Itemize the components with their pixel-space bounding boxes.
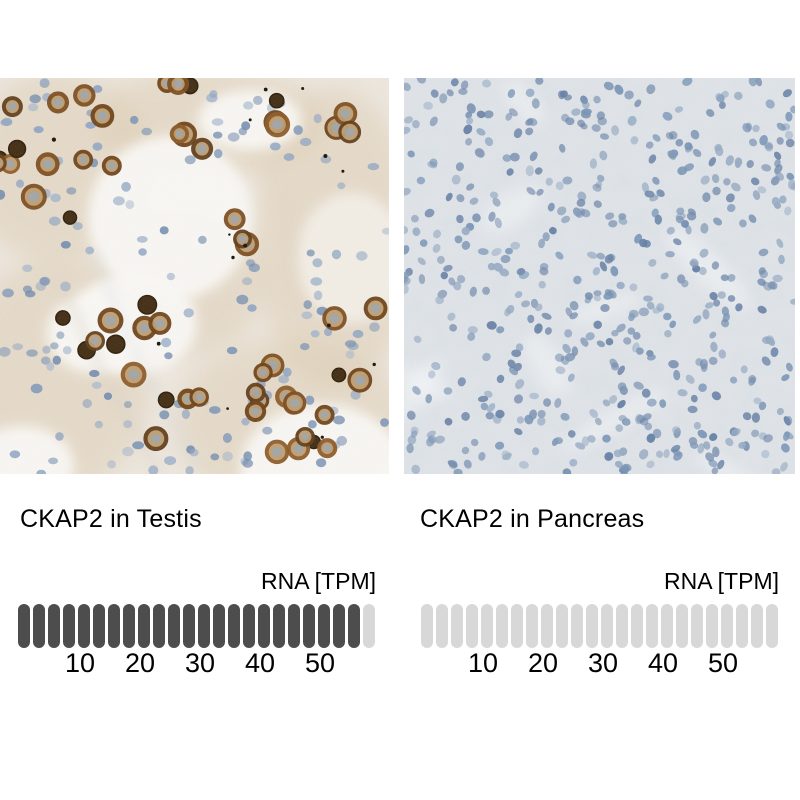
tpm-segment (451, 604, 463, 648)
testis-ihc-image (0, 78, 389, 474)
axis-tick: 40 (647, 648, 679, 678)
tpm-segment (63, 604, 75, 648)
tpm-segment (213, 604, 225, 648)
tpm-segment (198, 604, 210, 648)
rna-bar-area: RNA [TPM] 10 20 30 40 50 (18, 78, 376, 688)
tpm-segment-bar (18, 604, 375, 648)
axis-tick: 10 (64, 648, 96, 678)
tpm-segment (168, 604, 180, 648)
tpm-segment (228, 604, 240, 648)
tpm-segment (496, 604, 508, 648)
tpm-segment (736, 604, 748, 648)
rna-unit-label: RNA [TPM] (260, 568, 376, 594)
tpm-segment (691, 604, 703, 648)
testis-panel: CKAP2 in Testis RNA [TPM] 10 20 30 40 50 (0, 78, 389, 688)
tpm-segment (108, 604, 120, 648)
axis-tick: 50 (707, 648, 739, 678)
tpm-segment (661, 604, 673, 648)
pancreas-panel: CKAP2 in Pancreas RNA [TPM] 10 20 30 40 50 (404, 78, 795, 688)
tpm-segment (436, 604, 448, 648)
tpm-segment (676, 604, 688, 648)
tpm-segment (541, 604, 553, 648)
tpm-segment (273, 604, 285, 648)
tpm-axis: 10 20 30 40 50 (18, 649, 376, 681)
tpm-segment (243, 604, 255, 648)
tpm-segment (363, 604, 375, 648)
tpm-segment (123, 604, 135, 648)
axis-tick: 20 (124, 648, 156, 678)
testis-ihc-svg (0, 78, 389, 474)
tpm-segment (631, 604, 643, 648)
panel-title: CKAP2 in Testis (20, 505, 202, 533)
tpm-segment (333, 604, 345, 648)
tpm-segment (153, 604, 165, 648)
rna-bar-area: RNA [TPM] 10 20 30 40 50 (421, 78, 779, 688)
tpm-segment (526, 604, 538, 648)
tpm-segment (766, 604, 778, 648)
tpm-segment (616, 604, 628, 648)
tpm-segment (586, 604, 598, 648)
tpm-segment (93, 604, 105, 648)
tpm-segment (706, 604, 718, 648)
axis-tick: 30 (184, 648, 216, 678)
tpm-segment (511, 604, 523, 648)
tpm-segment (48, 604, 60, 648)
axis-tick: 20 (527, 648, 559, 678)
tpm-segment (481, 604, 493, 648)
tpm-segment (466, 604, 478, 648)
tpm-segment (183, 604, 195, 648)
tpm-segment (33, 604, 45, 648)
tpm-segment (601, 604, 613, 648)
tpm-segment (646, 604, 658, 648)
tpm-segment (258, 604, 270, 648)
tpm-segment (421, 604, 433, 648)
axis-tick: 50 (304, 648, 336, 678)
panel-title: CKAP2 in Pancreas (420, 505, 645, 533)
tpm-segment (18, 604, 30, 648)
tpm-segment (348, 604, 360, 648)
tpm-segment (138, 604, 150, 648)
axis-tick: 30 (587, 648, 619, 678)
axis-tick: 40 (244, 648, 276, 678)
tpm-segment (303, 604, 315, 648)
pancreas-ihc-image (404, 78, 795, 474)
tpm-segment (721, 604, 733, 648)
tpm-segment (288, 604, 300, 648)
tpm-segment (556, 604, 568, 648)
tpm-axis: 10 20 30 40 50 (421, 649, 779, 681)
tpm-segment (78, 604, 90, 648)
rna-unit-label: RNA [TPM] (663, 568, 779, 594)
axis-tick: 10 (467, 648, 499, 678)
pancreas-ihc-svg (404, 78, 795, 474)
tpm-segment (571, 604, 583, 648)
tpm-segment (751, 604, 763, 648)
tpm-segment-bar (421, 604, 778, 648)
tpm-segment (318, 604, 330, 648)
